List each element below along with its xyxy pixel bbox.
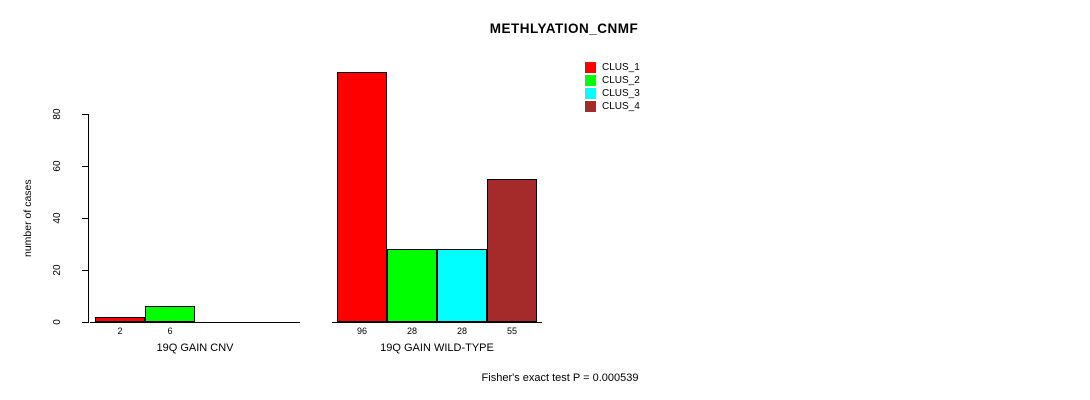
- bar-clus-4: [487, 179, 537, 322]
- x-baseline: [90, 322, 300, 323]
- bar-value-label: 55: [506, 326, 517, 336]
- y-axis-tick: [82, 322, 88, 323]
- bar-clus-1: [337, 72, 387, 322]
- legend-label: CLUS_2: [602, 75, 640, 86]
- bar-value-label: 28: [406, 326, 417, 336]
- y-axis-tick-label: 60: [52, 160, 63, 172]
- y-axis-tick: [82, 218, 88, 219]
- y-axis-tick-label: 80: [52, 108, 63, 120]
- bar-value-label: 28: [456, 326, 467, 336]
- legend-label: CLUS_3: [602, 88, 640, 99]
- bar-value-label: 6: [167, 326, 173, 336]
- bar-clus-3: [437, 249, 487, 322]
- chart-title: METHLYATION_CNMF: [489, 21, 639, 36]
- y-axis-tick: [82, 114, 88, 115]
- legend-swatch-clus-3: [585, 88, 596, 99]
- y-axis-tick-label: 0: [52, 319, 63, 325]
- y-axis-tick-label: 40: [52, 212, 63, 224]
- x-group-label: 19Q GAIN CNV: [156, 342, 234, 354]
- legend-label: CLUS_1: [602, 62, 640, 73]
- x-group-label: 19Q GAIN WILD-TYPE: [380, 342, 494, 354]
- fisher-test-annotation: Fisher's exact test P = 0.000539: [481, 372, 639, 384]
- legend-label: CLUS_4: [602, 101, 640, 112]
- y-axis-tick: [82, 270, 88, 271]
- x-baseline: [332, 322, 542, 323]
- legend-swatch-clus-2: [585, 75, 596, 86]
- legend-swatch-clus-4: [585, 101, 596, 112]
- bar-clus-2: [387, 249, 437, 322]
- bar-value-label: 2: [117, 326, 123, 336]
- bar-value-label: 96: [356, 326, 367, 336]
- bar-clus-1: [95, 317, 145, 322]
- legend-swatch-clus-1: [585, 62, 596, 73]
- y-axis-line: [88, 114, 89, 323]
- y-axis-tick-label: 20: [52, 264, 63, 276]
- bar-clus-2: [145, 306, 195, 322]
- y-axis-tick: [82, 166, 88, 167]
